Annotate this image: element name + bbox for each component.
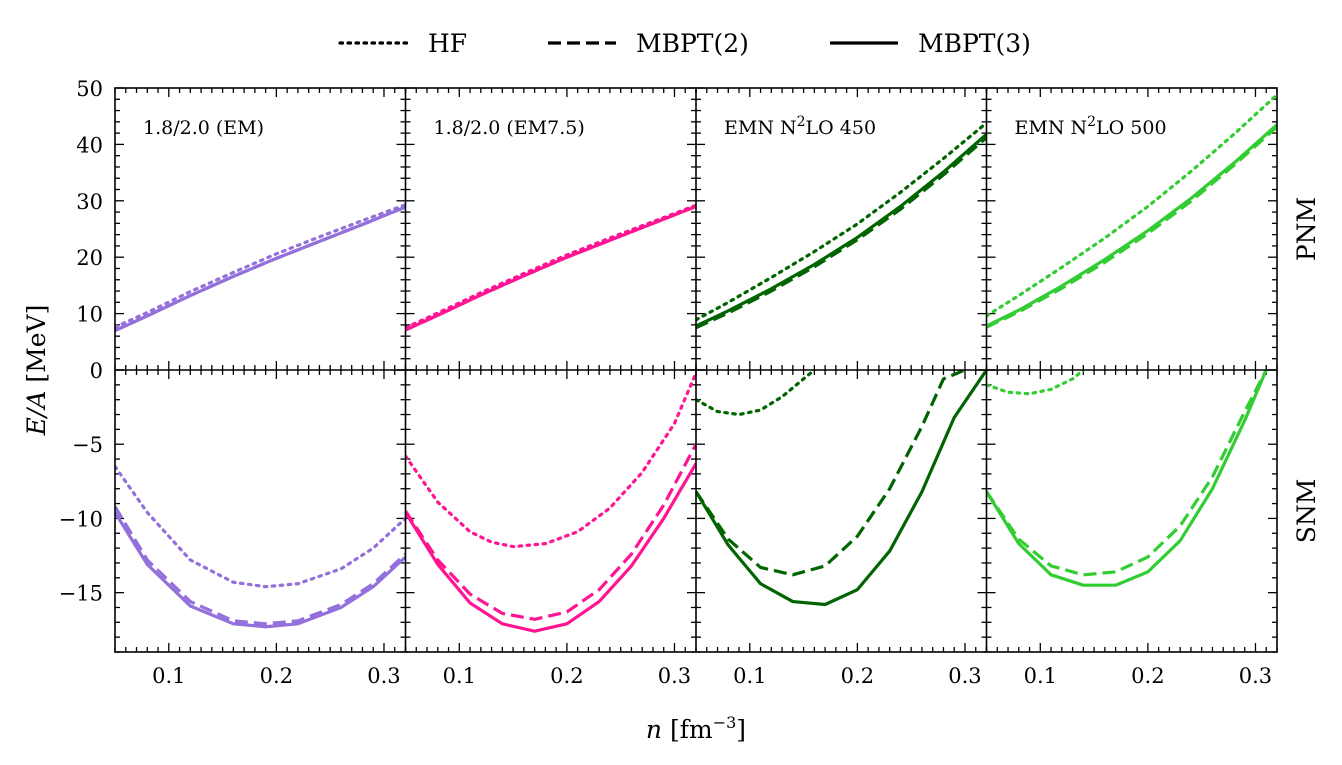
y-tick-label: −10 <box>59 507 103 531</box>
y-tick-label: −15 <box>59 582 103 606</box>
y-tick-label: 10 <box>76 303 103 327</box>
y-tick-label: 0 <box>90 359 103 383</box>
panel-grid: 1.8/2.0 (EM) 1.8/2.0 (EM7.5) EMN N2LO 450 E… <box>114 87 1278 653</box>
series-mbpt2 <box>986 370 1268 577</box>
x-tick-label: 0.3 <box>948 664 981 688</box>
series-mbpt3 <box>696 133 987 328</box>
series-hf <box>115 203 406 329</box>
panel-title: 1.8/2.0 (EM7.5) <box>434 117 585 139</box>
panel-2-pnm: 1.8/2.0 (EM7.5) <box>404 87 697 371</box>
legend-label: MBPT(3) <box>918 29 1031 58</box>
series-mbpt2 <box>696 370 966 577</box>
x-axis-label: n [fm−3] <box>646 713 746 744</box>
y-tick-label: 20 <box>76 246 103 270</box>
y-tick-label: 50 <box>76 77 103 101</box>
axis-labels: 0.1 0.2 0.3 0.1 0.2 0.3 0.1 0.2 0.3 0.1 0.2 0.3 0 10 2… <box>22 77 1321 744</box>
legend-item: HF <box>338 29 467 58</box>
series-hf <box>986 93 1277 318</box>
x-tick-label: 0.1 <box>1024 664 1057 688</box>
series-mbpt3 <box>696 370 987 607</box>
series-mbpt3 <box>405 462 696 633</box>
legend-item: MBPT(2) <box>548 29 749 58</box>
panel-3-pnm: EMN N2LO 450 <box>695 87 988 371</box>
series-hf <box>986 370 1085 396</box>
row-label-pnm: PNM <box>1292 197 1321 261</box>
x-tick-label: 0.2 <box>550 664 583 688</box>
series-hf <box>405 371 696 549</box>
panel-title: 1.8/2.0 (EM) <box>143 117 264 139</box>
x-tick-label: 0.2 <box>1131 664 1164 688</box>
x-tick-label: 0.3 <box>658 664 691 688</box>
y-tick-label: 40 <box>76 133 103 157</box>
x-tick-label: 0.2 <box>260 664 293 688</box>
panel-3-snm <box>695 369 988 653</box>
legend: HF MBPT(2) MBPT(3) <box>338 29 1031 58</box>
series-mbpt3 <box>115 511 406 629</box>
y-axis-label: E/A [MeV] <box>22 305 51 437</box>
panel-2-snm <box>404 369 697 653</box>
panel-title: EMN N2LO 500 <box>1015 114 1167 139</box>
series-mbpt2 <box>405 443 696 621</box>
x-tick-label: 0.1 <box>152 664 185 688</box>
series-mbpt2 <box>986 125 1277 329</box>
series-mbpt3 <box>405 204 696 332</box>
panel-4-pnm: EMN N2LO 500 <box>985 87 1278 371</box>
x-tick-label: 0.1 <box>733 664 766 688</box>
series-mbpt2 <box>696 136 987 330</box>
x-tick-label: 0.2 <box>841 664 874 688</box>
panel-1-pnm: 1.8/2.0 (EM) <box>114 87 407 371</box>
row-label-snm: SNM <box>1292 479 1321 544</box>
legend-label: MBPT(2) <box>636 29 749 58</box>
series-mbpt3 <box>986 123 1277 328</box>
x-tick-label: 0.3 <box>1239 664 1272 688</box>
panel-title: EMN N2LO 450 <box>724 114 876 139</box>
x-tick-label: 0.1 <box>443 664 476 688</box>
series-hf <box>115 464 406 589</box>
series-hf <box>696 370 816 417</box>
panel-4-snm <box>985 369 1278 653</box>
legend-label: HF <box>428 29 467 58</box>
series-mbpt2 <box>115 505 406 626</box>
legend-item: MBPT(3) <box>830 29 1031 58</box>
series-hf <box>696 121 987 322</box>
series-mbpt3 <box>986 370 1268 587</box>
series-mbpt3 <box>115 205 406 332</box>
x-tick-label: 0.3 <box>367 664 400 688</box>
panel-1-snm <box>114 369 407 653</box>
y-tick-label: 30 <box>76 190 103 214</box>
y-tick-label: −5 <box>72 433 103 457</box>
series-hf <box>405 203 696 330</box>
